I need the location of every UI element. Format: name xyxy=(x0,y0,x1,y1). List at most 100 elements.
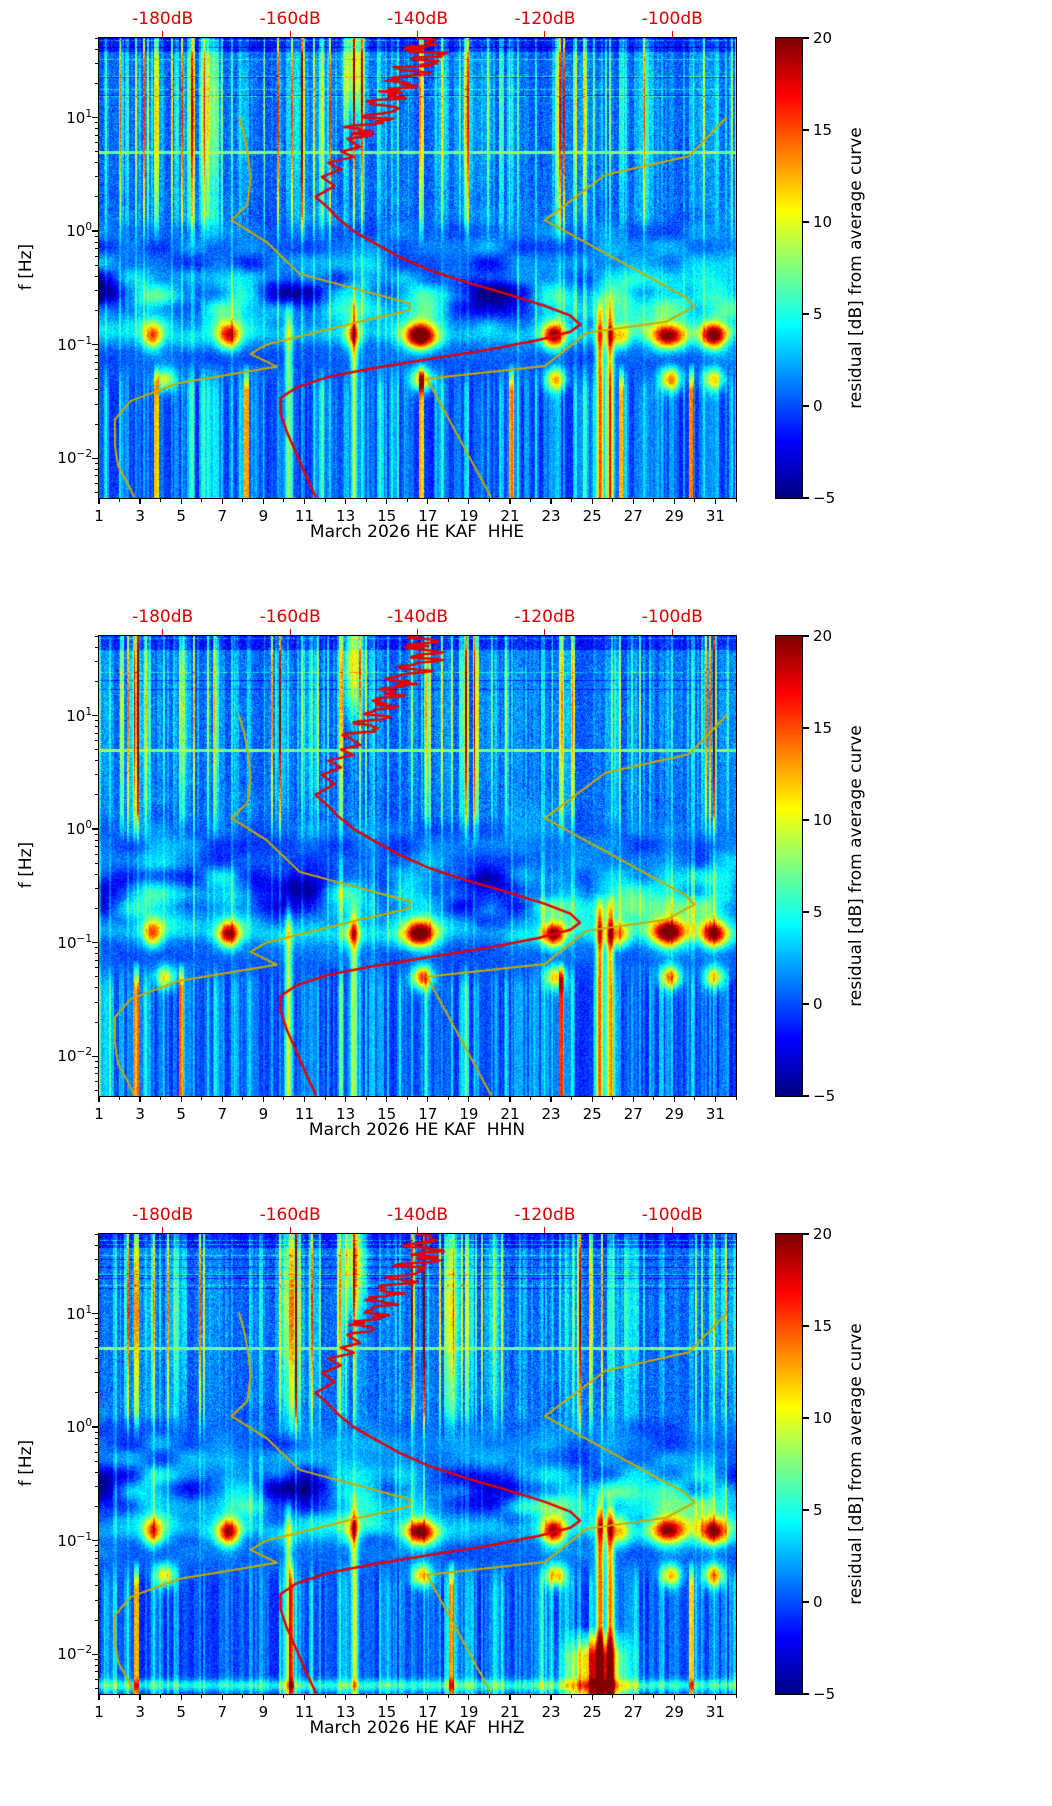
y-minor-tick xyxy=(95,1324,99,1325)
x-tick xyxy=(591,1694,593,1700)
y-minor-tick xyxy=(95,873,99,875)
x-minor-tick xyxy=(242,1694,244,1698)
y-minor-tick xyxy=(95,1021,99,1023)
x-minor-tick xyxy=(119,1096,121,1100)
y-minor-tick xyxy=(95,839,99,841)
y-minor-tick xyxy=(95,423,99,425)
y-minor-tick xyxy=(95,1551,99,1553)
colorbar-tick xyxy=(803,405,809,407)
x-tick-label: 23 xyxy=(541,1703,561,1721)
x-tick-label: 31 xyxy=(705,1105,725,1123)
x-tick xyxy=(221,1096,223,1102)
spectrogram-panel-hhn: f [Hz] March 2026 HE KAF HHN residual [d… xyxy=(0,606,1052,1204)
x-tick xyxy=(509,498,511,504)
colorbar-label: residual [dB] from average curve xyxy=(846,127,866,409)
x-axis-title: March 2026 HE KAF HHE xyxy=(309,522,525,542)
y-minor-tick xyxy=(95,275,99,277)
x-minor-tick xyxy=(735,498,737,502)
x-tick-label: 11 xyxy=(294,1105,315,1123)
colorbar-tick xyxy=(803,1601,809,1603)
x-minor-tick xyxy=(201,1694,203,1698)
y-axis-label: f [Hz] xyxy=(16,1439,36,1487)
x-minor-tick xyxy=(119,1694,121,1698)
y-minor-tick xyxy=(95,241,99,243)
y-tick-label: 101 xyxy=(66,1303,92,1323)
y-minor-tick xyxy=(95,1066,99,1068)
x-minor-tick xyxy=(365,498,367,502)
x-tick xyxy=(673,498,675,504)
top-db-tick xyxy=(671,31,673,37)
top-db-tick xyxy=(544,629,546,635)
y-minor-tick xyxy=(95,264,99,266)
y-minor-tick xyxy=(95,196,99,198)
x-minor-tick xyxy=(406,1694,408,1698)
x-tick xyxy=(468,498,470,504)
y-minor-tick xyxy=(95,248,99,250)
spectrogram-panel-hhz: f [Hz] March 2026 HE KAF HHZ residual [d… xyxy=(0,1204,1052,1802)
x-tick-label: 11 xyxy=(294,507,315,525)
x-axis-title: March 2026 HE KAF HHN xyxy=(308,1120,526,1140)
y-minor-tick xyxy=(95,987,99,989)
y-minor-tick xyxy=(95,378,99,380)
y-tick xyxy=(92,1653,99,1655)
colorbar-tick-label: 20 xyxy=(813,29,833,47)
x-tick-label: 13 xyxy=(336,1703,356,1721)
colorbar-tick xyxy=(803,37,809,39)
x-tick xyxy=(632,498,634,504)
y-minor-tick xyxy=(95,62,99,64)
colorbar-tick-label: −5 xyxy=(813,489,836,507)
top-db-tick xyxy=(162,1227,164,1233)
x-minor-tick xyxy=(242,498,244,502)
y-minor-tick xyxy=(95,1505,99,1507)
x-minor-tick xyxy=(365,1694,367,1698)
x-tick-label: 13 xyxy=(336,1105,356,1123)
x-tick-label: 3 xyxy=(135,1105,145,1123)
y-minor-tick xyxy=(95,774,99,776)
y-minor-tick xyxy=(95,907,99,909)
x-tick-label: 15 xyxy=(377,1105,397,1123)
x-tick-label: 21 xyxy=(500,1703,520,1721)
y-minor-tick xyxy=(95,128,99,129)
top-db-tick xyxy=(289,629,291,635)
y-minor-tick xyxy=(95,361,99,363)
colorbar-tick-label: 5 xyxy=(813,903,823,921)
x-tick-label: 27 xyxy=(623,507,643,525)
y-minor-tick xyxy=(95,403,99,405)
x-minor-tick xyxy=(694,1096,696,1100)
y-axis-label: f [Hz] xyxy=(16,243,36,291)
x-tick-label: 21 xyxy=(500,507,520,525)
y-minor-tick xyxy=(95,309,99,311)
x-tick xyxy=(550,498,552,504)
x-minor-tick xyxy=(160,498,162,502)
y-minor-tick xyxy=(95,1258,99,1260)
y-tick-label: 100 xyxy=(66,819,92,839)
x-minor-tick xyxy=(612,1694,614,1698)
colorbar-tick-label: 0 xyxy=(813,995,823,1013)
x-minor-tick xyxy=(447,1694,449,1698)
y-minor-tick xyxy=(95,846,99,848)
y-minor-tick xyxy=(95,1001,99,1003)
y-minor-tick xyxy=(95,1565,99,1567)
x-tick-label: 17 xyxy=(418,507,438,525)
y-tick xyxy=(92,230,99,232)
x-tick-label: 17 xyxy=(418,1105,438,1123)
x-minor-tick xyxy=(201,1096,203,1100)
x-tick xyxy=(221,1694,223,1700)
x-tick-label: 7 xyxy=(217,1105,228,1123)
top-db-tick-label: -100dB xyxy=(641,607,703,627)
x-tick xyxy=(632,1096,634,1102)
x-tick xyxy=(344,1096,347,1102)
y-minor-tick xyxy=(95,1557,99,1559)
x-minor-tick xyxy=(488,1096,490,1100)
y-minor-tick xyxy=(95,887,99,889)
y-tick-label: 101 xyxy=(66,705,92,725)
x-tick-label: 31 xyxy=(705,507,725,525)
x-tick xyxy=(386,1694,388,1700)
x-tick xyxy=(427,1694,429,1700)
x-tick xyxy=(303,1694,306,1700)
x-minor-tick xyxy=(653,1096,655,1100)
x-minor-tick xyxy=(530,498,532,502)
x-tick xyxy=(180,1694,182,1700)
x-minor-tick xyxy=(653,498,655,502)
y-minor-tick xyxy=(95,1678,99,1680)
